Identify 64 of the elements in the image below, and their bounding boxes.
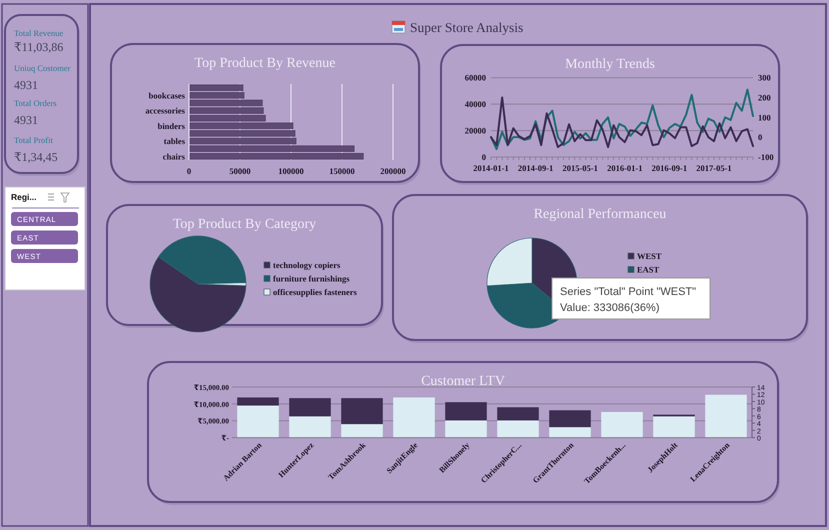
- text: Uniuq Costomer: [14, 63, 71, 73]
- chart-title: Customer LTV: [421, 374, 505, 389]
- y-tick-label: 0: [482, 152, 486, 162]
- y-tick-label: bookcases: [148, 90, 186, 100]
- bar: [497, 407, 539, 420]
- chart-title: Monthly Trends: [565, 57, 655, 72]
- text: Total Orders: [14, 98, 57, 108]
- line-series: [490, 88, 754, 150]
- y-tick-label: chairs: [162, 151, 186, 162]
- bar: [601, 412, 643, 438]
- x-tick-label: 2014-09-1: [518, 163, 554, 173]
- chart-title: Regional Performanceu: [534, 207, 666, 222]
- chart-title: Top Product By Revenue: [194, 56, 336, 71]
- legend-label: officesupplies fasteners: [273, 287, 358, 297]
- legend-label: furniture furnishings: [273, 274, 350, 284]
- bar: [549, 427, 591, 438]
- bar: [705, 394, 747, 438]
- text: Regi...: [11, 192, 37, 202]
- x-tick-label: 200000: [380, 166, 406, 176]
- line-series: [490, 96, 754, 148]
- bar: [237, 406, 279, 438]
- x-tick-label: 100000: [278, 166, 304, 176]
- bar: [237, 397, 279, 406]
- y-tick-label: 60000: [464, 72, 486, 83]
- y2-tick-label: 100: [758, 112, 771, 122]
- bar: [445, 420, 487, 438]
- y-tick-label: 20000: [464, 126, 486, 136]
- y2-tick-label: 200: [758, 92, 771, 103]
- legend-label: technology copiers: [273, 260, 341, 270]
- text: ₹11,03,86: [14, 40, 64, 54]
- x-tick-label: 150000: [329, 166, 355, 176]
- bar: [341, 424, 383, 438]
- text: Super Store Analysis: [410, 20, 524, 35]
- legend-label: WEST: [637, 251, 662, 261]
- y-tick-label: 40000: [464, 99, 486, 110]
- x-tick-label: 50000: [229, 166, 251, 176]
- text: Total Profit: [14, 135, 54, 145]
- text: Total Revenue: [14, 28, 64, 38]
- x-tick-label: 2016-01-1: [607, 163, 642, 173]
- bar: [289, 416, 331, 438]
- y2-tick-label: 0: [758, 132, 762, 142]
- bar: [341, 398, 383, 424]
- y2-tick-label: 300: [758, 72, 771, 83]
- bar: [393, 397, 435, 438]
- x-tick-label: 2017-05-1: [696, 163, 732, 173]
- x-tick-label: 2015-05-1: [562, 163, 598, 173]
- y-tick-label: tables: [164, 136, 186, 146]
- bar: [549, 410, 591, 428]
- x-tick-label: 2016-09-1: [652, 163, 688, 173]
- bar: [445, 402, 487, 420]
- legend-label: EAST: [637, 264, 660, 274]
- bar: [289, 398, 331, 416]
- text: 4931: [14, 78, 38, 92]
- text: Value: 333086(36%): [560, 302, 660, 314]
- bar: [497, 420, 539, 438]
- text: 4931: [14, 113, 38, 127]
- text: ₹1,34,45: [14, 150, 58, 164]
- y-tick-label: binders: [158, 120, 186, 131]
- y2-tick-label: -100: [758, 152, 774, 162]
- chart-title: Top Product By Category: [172, 217, 316, 232]
- bar: [653, 416, 695, 438]
- y-tick-label: accessories: [145, 106, 186, 116]
- text: Series "Total" Point "WEST": [560, 286, 696, 298]
- x-tick-label: 2014-01-1: [473, 163, 509, 173]
